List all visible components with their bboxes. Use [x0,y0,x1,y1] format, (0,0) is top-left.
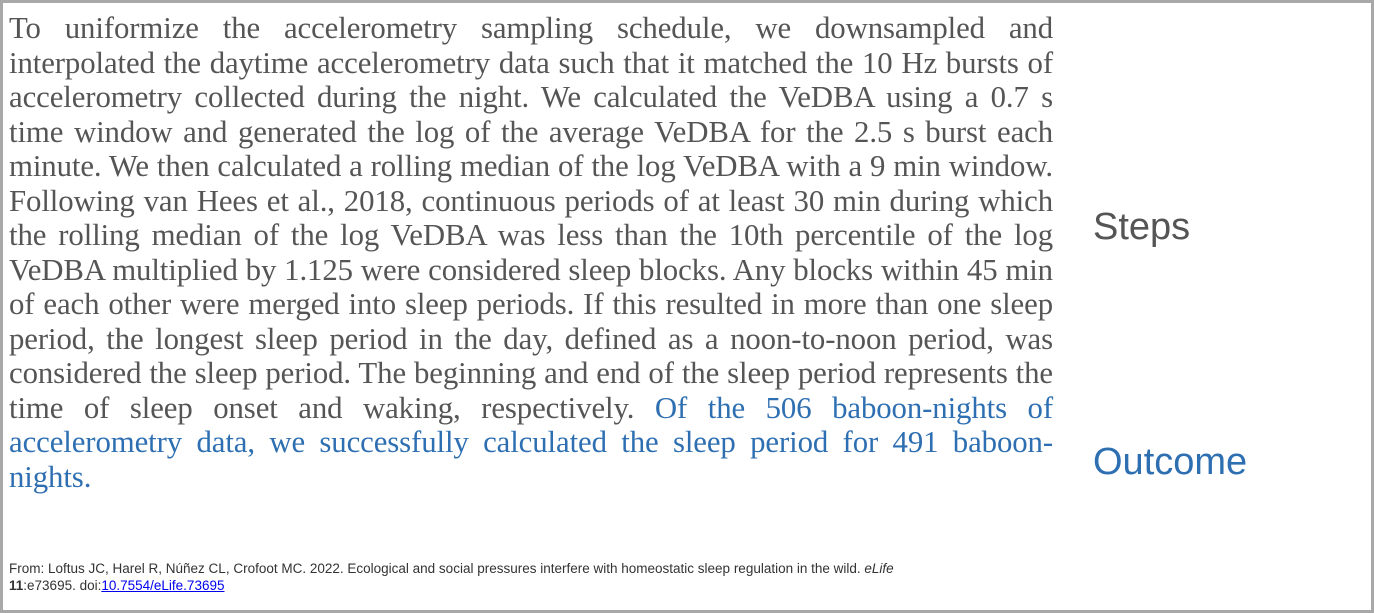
citation-journal: eLife [864,561,894,576]
citation-volume: 11 [9,578,24,593]
citation-prefix: From: Loftus JC, Harel R, Núñez CL, Crof… [9,561,865,576]
steps-text: To uniformize the accelerometry sampling… [9,11,1053,425]
citation: From: Loftus JC, Harel R, Núñez CL, Crof… [9,560,1009,594]
doi-link[interactable]: 10.7554/eLife.73695 [101,578,225,593]
steps-label: Steps [1093,206,1191,248]
citation-article: :e73695. doi: [23,578,102,593]
outcome-label: Outcome [1093,441,1248,483]
methods-passage: To uniformize the accelerometry sampling… [9,11,1053,494]
outcome-text: Of the 506 baboon-nights of accelerometr… [9,390,1053,494]
